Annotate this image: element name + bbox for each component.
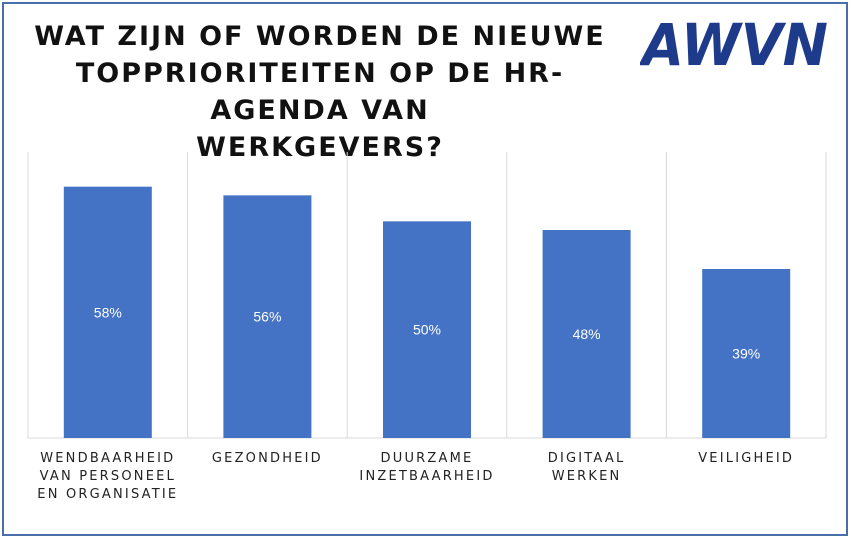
- logo-text: AWVN: [640, 15, 828, 70]
- category-label: WENDBAARHEID VAN PERSONEEL EN ORGANISATI…: [37, 451, 179, 502]
- bar: [223, 195, 312, 438]
- bar: [63, 186, 152, 438]
- bar: [542, 230, 631, 438]
- category-label: VEILIGHEID: [698, 451, 795, 466]
- data-label: 58%: [94, 304, 122, 320]
- category-label: GEZONDHEID: [211, 451, 323, 466]
- bar: [383, 221, 471, 438]
- data-label: 50%: [413, 322, 441, 338]
- category-label: DUURZAME INZETBAARHEID: [359, 451, 495, 484]
- data-label: 56%: [253, 309, 281, 325]
- data-label: 48%: [573, 326, 601, 342]
- awvn-logo: AWVN: [640, 15, 828, 70]
- chart-frame: [2, 2, 848, 536]
- chart-title: WAT ZIJN OF WORDEN DE NIEUWE TOPPRIORITE…: [34, 21, 606, 163]
- bar: [702, 269, 791, 438]
- data-label: 39%: [732, 346, 760, 362]
- category-label: DIGITAAL WERKEN: [547, 451, 626, 484]
